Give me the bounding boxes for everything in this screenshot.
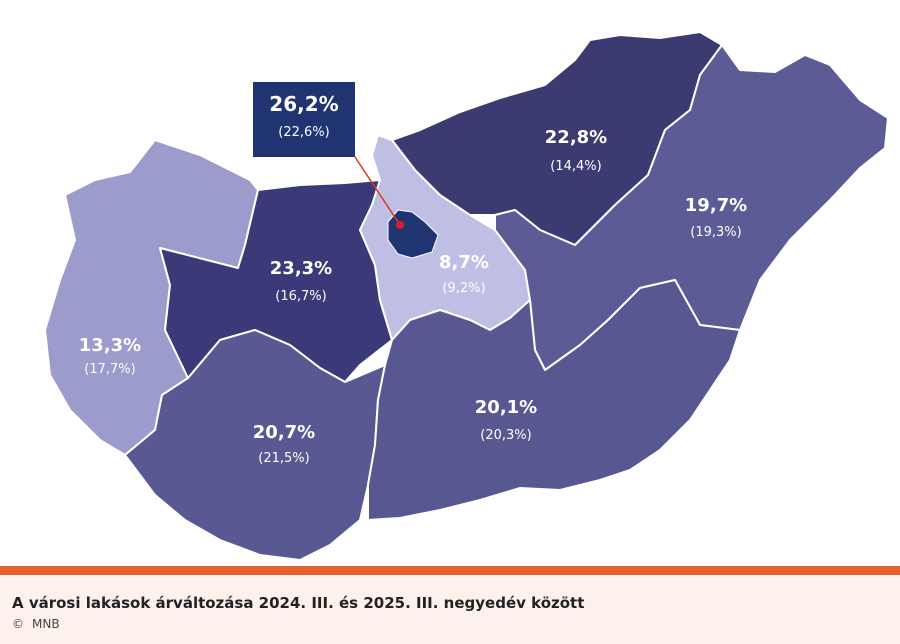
- caption-credit: © MNB: [12, 617, 60, 631]
- nyugat-dunantul-prev-label: (17,7%): [84, 362, 135, 377]
- kozep-dunantul-value-label: 23,3%: [270, 258, 332, 279]
- del-alfold-value-label: 20,1%: [475, 397, 537, 418]
- caption-title: A városi lakások árváltozása 2024. III. …: [12, 594, 585, 612]
- eszak-magyarorszag-value-label: 22,8%: [545, 127, 607, 148]
- eszak-alfold-value-label: 19,7%: [685, 195, 747, 216]
- region-del-alfold: [367, 279, 741, 521]
- copyright-icon: ©: [12, 617, 24, 631]
- eszak-magyarorszag-prev-label: (14,4%): [550, 159, 601, 174]
- budapest-prev-label: (22,6%): [278, 125, 329, 140]
- eszak-alfold-prev-label: (19,3%): [690, 225, 741, 240]
- budapest-value-label: 26,2%: [269, 92, 338, 116]
- pest-prev-label: (9,2%): [442, 281, 485, 296]
- accent-bar: [0, 566, 900, 575]
- budapest-marker: [396, 221, 404, 229]
- del-dunantul-prev-label: (21,5%): [258, 451, 309, 466]
- del-alfold-prev-label: (20,3%): [480, 428, 531, 443]
- nyugat-dunantul-value-label: 13,3%: [79, 335, 141, 356]
- pest-value-label: 8,7%: [439, 252, 489, 273]
- kozep-dunantul-prev-label: (16,7%): [275, 289, 326, 304]
- hungary-region-map: 26,2% (22,6%) 13,3% (17,7%) 23,3% (16,7%…: [44, 31, 889, 561]
- map-area: 26,2% (22,6%) 13,3% (17,7%) 23,3% (16,7%…: [44, 31, 889, 561]
- budapest-leader-line: [354, 156, 399, 223]
- del-dunantul-value-label: 20,7%: [253, 422, 315, 443]
- caption-panel: A városi lakások árváltozása 2024. III. …: [0, 575, 900, 644]
- budapest-callout-box: [253, 82, 355, 157]
- region-del-dunantul: [124, 329, 386, 561]
- caption-source: MNB: [32, 617, 60, 631]
